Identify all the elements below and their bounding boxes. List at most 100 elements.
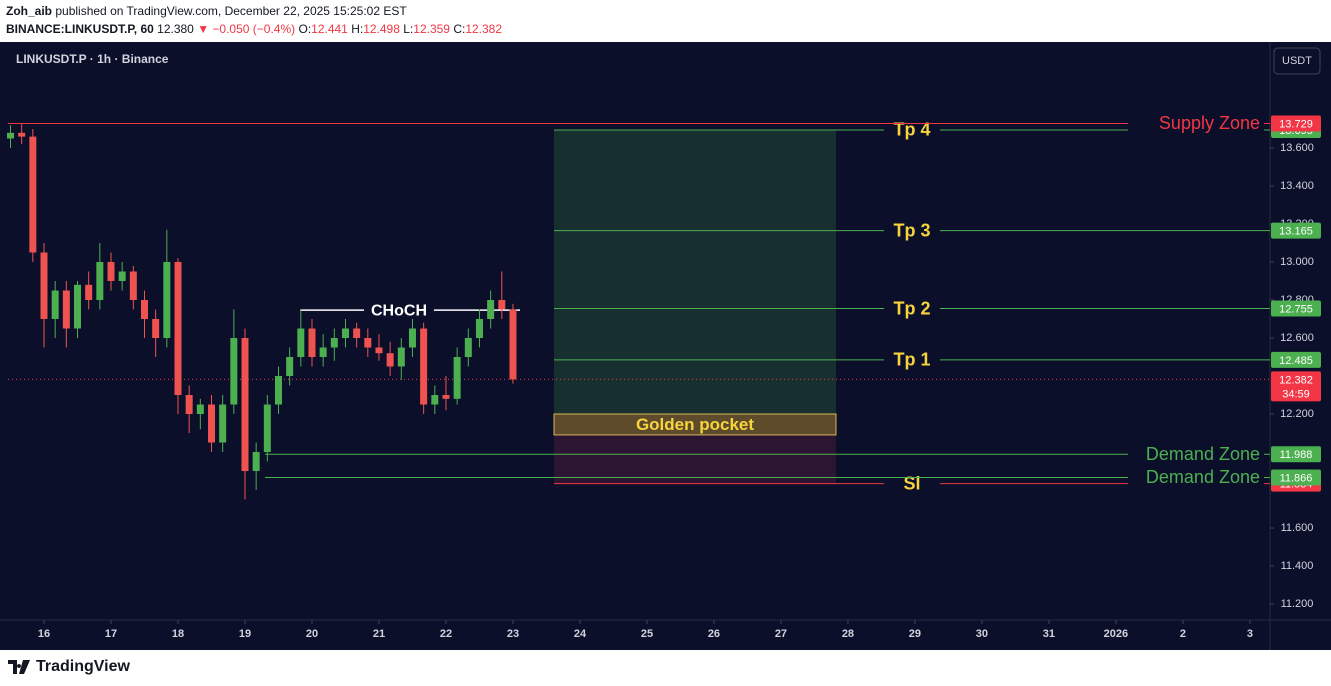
candle-body — [297, 328, 305, 358]
candle-body — [464, 338, 472, 358]
y-tick-label: 13.600 — [1280, 142, 1314, 154]
x-tick-label: 2026 — [1104, 628, 1128, 640]
close-key: C: — [453, 22, 466, 36]
change: ▼ −0.050 (−0.4%) — [197, 22, 296, 36]
y-tick-label: 13.400 — [1280, 180, 1314, 192]
candle-body — [375, 347, 383, 354]
candle-body — [274, 376, 282, 405]
zone-label: Demand Zone — [1146, 444, 1260, 464]
candle-body — [475, 319, 483, 339]
low-value: 12.359 — [413, 22, 450, 36]
candle-body — [420, 328, 428, 405]
low-key: L: — [403, 22, 414, 36]
candle-body — [96, 262, 104, 301]
zone-label-bg — [1128, 444, 1264, 465]
x-tick-label: 22 — [440, 628, 452, 640]
quote-line: BINANCE:LINKUSDT.P, 60 12.380 ▼ −0.050 (… — [6, 22, 502, 36]
high-value: 12.498 — [363, 22, 400, 36]
candle-body — [196, 404, 204, 415]
target-label: Tp 2 — [893, 298, 930, 318]
open-key: O: — [298, 22, 312, 36]
publish-info: published on TradingView.com, December 2… — [55, 4, 407, 18]
candle-body — [498, 300, 506, 310]
candle-body — [308, 328, 316, 358]
candle-body — [453, 357, 461, 399]
candle-body — [107, 262, 115, 282]
target-price-label-bg — [1271, 300, 1321, 317]
candle-body — [207, 404, 215, 443]
candle-body — [353, 328, 361, 339]
price: 12.380 — [157, 22, 194, 36]
x-tick-label: 21 — [373, 628, 385, 640]
candle-body — [74, 284, 82, 329]
chart: LINKUSDT.P · 1h · Binance USDT 11.200 11.… — [0, 42, 1331, 650]
author: Zoh_aib — [6, 4, 53, 18]
candle-body — [185, 395, 193, 415]
x-tick-label: 29 — [909, 628, 921, 640]
target-label-bg — [884, 220, 940, 241]
target-price-label: 12.485 — [1279, 355, 1313, 367]
candle-body — [364, 338, 372, 348]
x-tick-label: 24 — [574, 628, 587, 640]
choch-label-bg — [364, 300, 434, 321]
candle-body — [129, 271, 137, 301]
brand: TradingView — [36, 658, 130, 675]
last-price-label: 12.382 — [1279, 374, 1313, 386]
logo — [8, 660, 30, 674]
zone-label-bg — [1128, 467, 1264, 488]
candle-body — [29, 136, 37, 253]
candle-body — [431, 395, 439, 405]
y-tick-label: 11.200 — [1281, 598, 1314, 610]
candle-body — [241, 338, 249, 472]
x-tick-label: 27 — [775, 628, 787, 640]
close-value: 12.382 — [465, 22, 503, 36]
y-tick-label: 13.000 — [1280, 256, 1314, 268]
zone-price-label: 11.988 — [1280, 449, 1313, 461]
candle-body — [62, 290, 70, 329]
y-tick-label: 12.200 — [1280, 408, 1314, 420]
candle-body — [40, 252, 48, 320]
candle-body — [341, 328, 349, 339]
x-tick-label: 28 — [842, 628, 854, 640]
golden-pocket — [553, 413, 837, 436]
zone-price-label-bg — [1271, 469, 1321, 486]
candle-body — [330, 338, 338, 348]
candle-body — [286, 357, 294, 377]
target-label: Tp 4 — [893, 120, 930, 140]
currency-label: USDT — [1282, 55, 1312, 67]
candle-body — [85, 284, 93, 301]
candle-body — [118, 271, 126, 282]
target-label: Tp 3 — [893, 220, 930, 240]
currency-button[interactable] — [1273, 47, 1321, 75]
zone-label: Supply Zone — [1159, 113, 1260, 133]
target-label-bg — [884, 349, 940, 370]
candle-body — [397, 347, 405, 367]
x-tick-label: 3 — [1247, 628, 1253, 640]
candle-body — [163, 262, 171, 339]
candle-body — [7, 132, 15, 139]
zone-price-label: 13.729 — [1279, 118, 1313, 130]
x-tick-label: 20 — [306, 628, 318, 640]
candle-body — [509, 309, 517, 380]
zone-label: Demand Zone — [1146, 467, 1260, 487]
candle-body — [219, 404, 227, 443]
candle-body — [319, 347, 327, 358]
high-key: H: — [351, 22, 364, 36]
candle-body — [408, 328, 416, 348]
symbol: BINANCE:LINKUSDT.P, 60 — [6, 22, 154, 36]
zone-price-label-bg — [1271, 115, 1321, 132]
candle-body — [263, 404, 271, 453]
x-tick-label: 31 — [1043, 628, 1055, 640]
candle-body — [51, 290, 59, 320]
candle-body — [141, 300, 149, 320]
x-tick-label: 30 — [976, 628, 988, 640]
countdown: 34:59 — [1282, 388, 1310, 400]
chart-title: LINKUSDT.P · 1h · Binance — [16, 52, 169, 66]
candle-body — [386, 353, 394, 367]
choch-label: CHoCH — [371, 302, 427, 319]
candle-body — [230, 338, 238, 405]
candle-body — [487, 300, 495, 320]
x-tick-label: 23 — [507, 628, 519, 640]
golden-pocket-label: Golden pocket — [636, 415, 754, 434]
publish-line: Zoh_aib published on TradingView.com, De… — [6, 4, 407, 18]
